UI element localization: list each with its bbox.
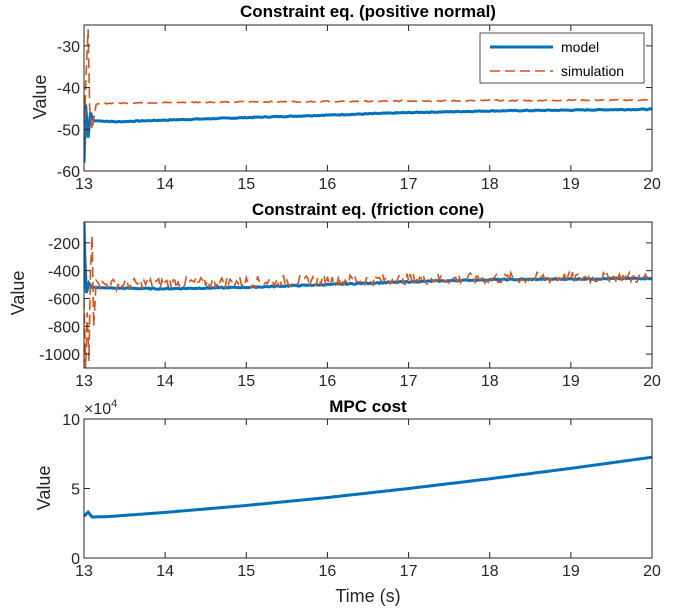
y-tick-label-mpc-cost-5: 5 [71, 482, 80, 499]
y-tick-label-mpc-cost-0: 0 [71, 551, 80, 568]
x-tick-label-friction-cone-18: 18 [481, 373, 499, 390]
y-tick-label-friction-cone--800: -800 [48, 319, 80, 336]
series-line-model-mpc-cost [84, 455, 652, 519]
x-tick-label-friction-cone-19: 19 [562, 373, 580, 390]
series-line-simulation-friction-cone [84, 235, 652, 368]
series-line-simulation-positive-normal [84, 29, 652, 151]
legend: model simulation [479, 32, 645, 84]
x-tick-label-positive-normal-13: 13 [75, 176, 93, 193]
legend-model-label: model [561, 39, 599, 55]
plot-area-positive-normal [84, 29, 652, 163]
x-tick-label-friction-cone-13: 13 [75, 373, 93, 390]
x-tick-label-mpc-cost-13: 13 [75, 563, 93, 580]
x-tick-label-positive-normal-14: 14 [156, 176, 174, 193]
x-tick-label-friction-cone-16: 16 [319, 373, 337, 390]
x-tick-label-mpc-cost-16: 16 [319, 563, 337, 580]
x-tick-label-friction-cone-14: 14 [156, 373, 174, 390]
legend-box [479, 32, 645, 84]
y-tick-label-positive-normal--40: -40 [57, 81, 80, 98]
x-axis-label: Time (s) [335, 586, 400, 606]
x-tick-label-friction-cone-20: 20 [643, 373, 661, 390]
series-line-model-positive-normal [84, 104, 652, 163]
series-line-model-friction-cone [84, 222, 652, 294]
x-tick-label-mpc-cost-14: 14 [156, 563, 174, 580]
ticks-mpc-cost: 13 14 15 16 17 18 19 20 0 5 10 [62, 412, 661, 580]
x-tick-label-mpc-cost-18: 18 [481, 563, 499, 580]
plot-area-friction-cone [84, 222, 652, 368]
x-tick-label-mpc-cost-17: 17 [400, 563, 418, 580]
plot-area-mpc-cost [84, 455, 652, 519]
y-axis-exponent: ×104 [84, 398, 117, 418]
y-tick-label-positive-normal--50: -50 [57, 122, 80, 139]
x-tick-label-positive-normal-16: 16 [319, 176, 337, 193]
y-tick-label-friction-cone--1000: -1000 [39, 347, 80, 364]
x-tick-label-friction-cone-15: 15 [237, 373, 255, 390]
panel-mpc-cost: MPC cost 13 14 15 16 17 18 19 20 0 5 10 Value ×104… [34, 397, 661, 606]
x-tick-label-positive-normal-20: 20 [643, 176, 661, 193]
axes-box-positive-normal [83, 24, 653, 172]
panel-positive-normal: Constraint eq. (positive normal) 13 14 15 1… [30, 2, 661, 193]
y-tick-label-friction-cone--600: -600 [48, 291, 80, 308]
chart-title-mpc-cost: MPC cost [329, 397, 407, 416]
x-tick-label-positive-normal-19: 19 [562, 176, 580, 193]
ticks-positive-normal: 13 14 15 16 17 18 19 20 -60 -50 -40 -30 [57, 25, 661, 193]
x-tick-label-mpc-cost-15: 15 [237, 563, 255, 580]
y-tick-label-positive-normal--30: -30 [57, 39, 80, 56]
y-tick-label-friction-cone--200: -200 [48, 236, 80, 253]
x-tick-label-positive-normal-17: 17 [400, 176, 418, 193]
axes-box-mpc-cost [83, 418, 653, 559]
x-tick-label-positive-normal-18: 18 [481, 176, 499, 193]
x-tick-label-friction-cone-17: 17 [400, 373, 418, 390]
chart-title-friction-cone: Constraint eq. (friction cone) [252, 200, 484, 219]
legend-simulation-label: simulation [561, 63, 624, 79]
axes-box-friction-cone [83, 221, 653, 369]
y-tick-label-friction-cone--400: -400 [48, 264, 80, 281]
y-tick-label-mpc-cost-10: 10 [62, 412, 80, 429]
panel-friction-cone: Constraint eq. (friction cone) 13 14 15 16 1… [8, 200, 661, 390]
ticks-friction-cone: 13 14 15 16 17 18 19 20 -1000 -800 -600 -400 -200 [39, 222, 661, 390]
y-axis-label-friction-cone: Value [8, 271, 28, 316]
x-tick-label-positive-normal-15: 15 [237, 176, 255, 193]
x-tick-label-mpc-cost-19: 19 [562, 563, 580, 580]
y-axis-label-positive-normal: Value [30, 75, 50, 120]
chart-title-positive-normal: Constraint eq. (positive normal) [240, 2, 496, 21]
y-tick-label-positive-normal--60: -60 [57, 164, 80, 181]
x-tick-label-mpc-cost-20: 20 [643, 563, 661, 580]
y-axis-label-mpc-cost: Value [34, 466, 54, 511]
